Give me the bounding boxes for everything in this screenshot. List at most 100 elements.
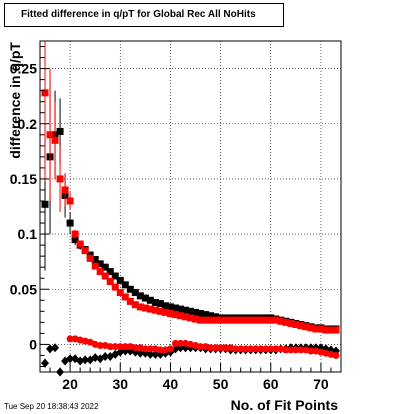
y-tick-label: 0.1	[18, 226, 38, 242]
x-tick-label: 70	[313, 376, 329, 392]
tick-labels: 20 30 40 50 60 70 0 0.05 0.1 0.15 0.2 0.25	[10, 61, 329, 392]
data-point	[327, 326, 335, 334]
data-point	[171, 304, 179, 312]
data-point	[202, 316, 210, 324]
data-point	[126, 297, 134, 305]
data-point	[46, 131, 54, 139]
data-point	[242, 345, 250, 353]
data-point	[287, 346, 295, 354]
data-point	[106, 268, 114, 276]
data-point	[212, 316, 220, 324]
data-point	[262, 345, 270, 353]
data-point	[257, 316, 265, 324]
data-point	[272, 316, 280, 324]
chart-title: Fitted difference in q/pT for Global Rec…	[4, 3, 284, 27]
data-point	[317, 325, 325, 333]
x-tick-label: 50	[213, 376, 229, 392]
data-point	[262, 316, 270, 324]
data-point	[242, 316, 250, 324]
data-point	[121, 281, 129, 289]
data-point	[91, 353, 100, 363]
data-point	[86, 254, 94, 262]
data-point	[66, 197, 74, 205]
data-point	[101, 263, 109, 271]
data-point	[56, 127, 64, 135]
data-point	[81, 247, 89, 255]
y-tick-label: 0.15	[10, 171, 37, 187]
x-axis-label: No. of Fit Points	[231, 397, 339, 413]
timestamp: Tue Sep 20 18:38:43 2022	[4, 402, 99, 411]
data-point	[232, 316, 240, 324]
data-point	[156, 346, 164, 354]
data-point	[66, 354, 75, 364]
series-3	[66, 335, 340, 359]
data-point	[197, 343, 205, 351]
data-point	[141, 294, 149, 302]
data-point	[126, 285, 134, 293]
data-point	[131, 301, 139, 309]
data-point	[192, 315, 200, 323]
data-point	[131, 344, 139, 352]
data-point	[56, 175, 64, 183]
data-point	[297, 346, 305, 354]
data-point	[237, 316, 245, 324]
data-point	[111, 272, 119, 280]
data-point	[136, 348, 145, 358]
data-point	[166, 310, 174, 318]
series-1	[41, 41, 340, 334]
data-point	[212, 344, 220, 352]
data-point	[237, 345, 245, 353]
data-point	[217, 344, 225, 352]
data-point	[227, 316, 235, 324]
data-point	[96, 268, 104, 276]
data-point	[332, 351, 340, 359]
data-point	[116, 276, 124, 284]
data-point	[116, 343, 124, 351]
data-point	[176, 339, 184, 347]
data-point	[131, 289, 139, 297]
data-point	[96, 260, 104, 268]
data-point	[197, 316, 205, 324]
data-point	[161, 308, 169, 316]
data-point	[156, 307, 164, 315]
data-point	[146, 345, 154, 353]
data-point	[312, 325, 320, 333]
data-point	[51, 343, 60, 353]
data-point	[46, 344, 55, 354]
data-point	[66, 335, 74, 343]
data-point	[166, 303, 174, 311]
data-point	[232, 345, 240, 353]
data-point	[51, 136, 59, 144]
data-point	[307, 324, 315, 332]
y-tick-label: 0.05	[10, 281, 37, 297]
data-point	[136, 292, 144, 300]
data-point	[151, 298, 159, 306]
data-point	[202, 311, 210, 319]
data-point	[257, 345, 265, 353]
data-point	[267, 345, 275, 353]
data-point	[146, 296, 154, 304]
data-point	[247, 316, 255, 324]
data-point	[61, 186, 69, 194]
data-point	[207, 316, 215, 324]
data-point	[181, 306, 189, 314]
data-point	[41, 89, 49, 97]
data-point	[71, 236, 79, 244]
x-tick-label: 40	[163, 376, 179, 392]
data-point	[136, 303, 144, 311]
data-point	[171, 339, 179, 347]
data-point	[116, 289, 124, 297]
data-point	[322, 326, 330, 334]
x-tick-label: 20	[62, 376, 78, 392]
data-point	[282, 346, 290, 354]
data-point	[121, 343, 129, 351]
data-point	[146, 349, 155, 359]
data-point	[96, 342, 104, 350]
data-point	[71, 230, 79, 238]
data-point	[121, 293, 129, 301]
data-point	[197, 310, 205, 318]
data-point	[187, 307, 194, 315]
data-point	[187, 314, 194, 322]
data-point	[171, 344, 180, 354]
data-point	[91, 255, 99, 263]
